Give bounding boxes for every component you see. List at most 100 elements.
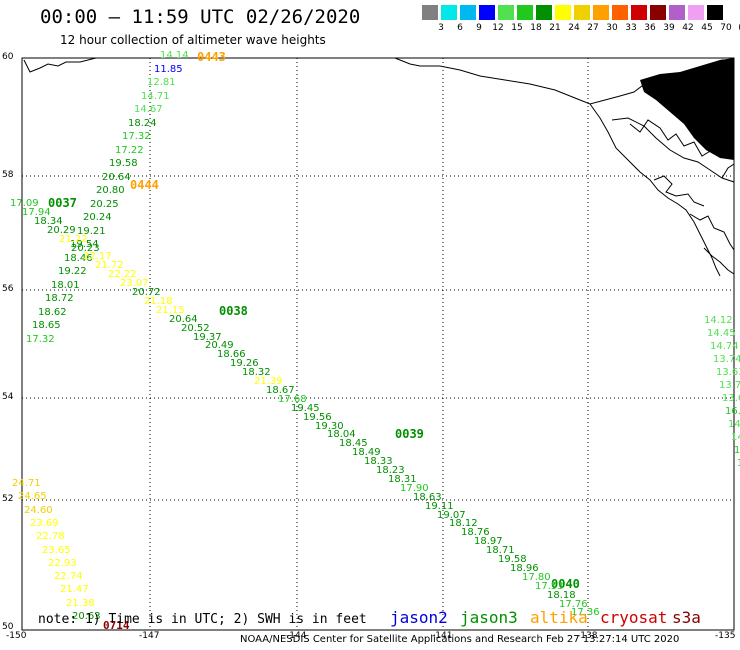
swh-value: 18.66 (217, 349, 246, 360)
swh-value: 14.45 (707, 328, 736, 339)
swh-value: 23.69 (30, 518, 59, 529)
swh-value: 19.07 (437, 510, 466, 521)
graticule (22, 58, 734, 630)
legend-swatch (460, 5, 477, 20)
swh-value: 12.81 (147, 77, 176, 88)
swh-value: 20.25 (90, 199, 119, 210)
swh-value: 20.49 (205, 340, 234, 351)
legend-swatch (536, 5, 553, 20)
legend-tick: 27 (587, 23, 599, 33)
swh-value: 16. (734, 445, 740, 456)
legend-swatch (650, 5, 667, 20)
legend-swatch (669, 5, 686, 20)
swh-value: 14.67 (134, 104, 163, 115)
swh-value: 14.5 (731, 432, 740, 443)
legend-tick: 42 (682, 23, 694, 33)
swh-value: 21.39 (254, 376, 283, 387)
pass-label: 0038 (219, 304, 248, 318)
swh-value: 18.31 (388, 474, 417, 485)
swh-value: 19.30 (315, 421, 344, 432)
swh-value: 20.64 (169, 314, 198, 325)
swh-value: 19.56 (303, 412, 332, 423)
swh-value: 21.38 (66, 598, 95, 609)
legend-swatch (612, 5, 629, 20)
swh-value: 20.24 (83, 212, 112, 223)
swh-value: 18.76 (461, 527, 490, 538)
swh-value: 18.67 (266, 385, 295, 396)
swh-value: 21.22 (59, 234, 88, 245)
swh-value: 18.23 (376, 465, 405, 476)
legend-swatch (441, 5, 458, 20)
swh-value: 18.65 (32, 320, 61, 331)
satellite-jason3: jason3 (460, 608, 518, 627)
swh-value: 22.22 (108, 269, 137, 280)
swh-value: 20.23 (71, 243, 100, 254)
legend-tick: 6 (457, 23, 463, 33)
swh-value: 18.46 (64, 253, 93, 264)
swh-value: 20.29 (47, 225, 76, 236)
swh-value: 15. (737, 458, 740, 469)
swh-value: 18.24 (128, 118, 157, 129)
swh-value: 11.85 (154, 64, 183, 75)
satellite-cryosat: cryosat (600, 608, 668, 627)
swh-value: 18.96 (510, 563, 539, 574)
swh-value: 14.74 (710, 341, 739, 352)
legend-swatch (688, 5, 705, 20)
swh-value: 19.37 (193, 332, 222, 343)
swh-value: 18.49 (352, 447, 381, 458)
lat-label: 56 (2, 284, 14, 294)
swh-value: 21.15 (156, 305, 185, 316)
swh-value: 18.18 (547, 590, 576, 601)
swh-value: 17.76 (559, 599, 588, 610)
swh-value: 18.32 (242, 367, 271, 378)
swh-value: 21.18 (144, 296, 173, 307)
pass-label: 0714 (103, 619, 130, 632)
swh-value: 18.97 (474, 536, 503, 547)
swh-value: 23.07 (120, 278, 149, 289)
swh-value: 22.93 (48, 558, 77, 569)
swh-value: 18.45 (339, 438, 368, 449)
swh-value: 17.32 (122, 131, 151, 142)
swh-value: 16.0 (725, 406, 740, 417)
pass-label: 0040 (551, 577, 580, 591)
swh-value: 17.94 (22, 207, 51, 218)
swh-value: 21.72 (95, 260, 124, 271)
swh-value: 19.58 (498, 554, 527, 565)
swh-value: 18.62 (38, 307, 67, 318)
legend-swatch (422, 5, 439, 20)
legend-tick: 33 (625, 23, 637, 33)
pass-label: 0444 (130, 178, 159, 192)
swh-value: 18.12 (449, 518, 478, 529)
swh-value: 21.47 (60, 584, 89, 595)
swh-value: 13.77 (719, 380, 740, 391)
swh-value: 24.71 (12, 478, 41, 489)
legend-tick: 45 (701, 23, 713, 33)
swh-value: 17.80 (522, 572, 551, 583)
page-title: 00:00 – 11:59 UTC 02/26/2020 (40, 6, 361, 28)
swh-value: 20.63 (72, 611, 101, 622)
swh-value: 22.17 (83, 251, 112, 262)
swh-value: 20.72 (132, 287, 161, 298)
swh-value: 14.14 (160, 50, 189, 61)
credit-line: NOAA/NESDIS Center for Satellite Applica… (240, 634, 680, 645)
legend-swatch (593, 5, 610, 20)
swh-value: 22.74 (54, 571, 83, 582)
legend-tick: 36 (644, 23, 656, 33)
swh-value: 19.45 (291, 403, 320, 414)
swh-value: 20.52 (181, 323, 210, 334)
legend-tick: 3 (438, 23, 444, 33)
legend-swatch (707, 5, 724, 20)
map-frame (21, 57, 735, 631)
swh-value: 22.78 (36, 531, 65, 542)
swh-value: 17.09 (10, 198, 39, 209)
legend-tick: 21 (549, 23, 561, 33)
swh-value: 17.90 (400, 483, 429, 494)
legend-swatch (555, 5, 572, 20)
swh-value: 18.71 (486, 545, 515, 556)
lat-label: 60 (2, 52, 14, 62)
legend-tick: (ft) (735, 23, 740, 33)
swh-value: 20.64 (102, 172, 131, 183)
swh-value: 23.65 (42, 545, 71, 556)
swh-value: 13.61 (722, 393, 740, 404)
